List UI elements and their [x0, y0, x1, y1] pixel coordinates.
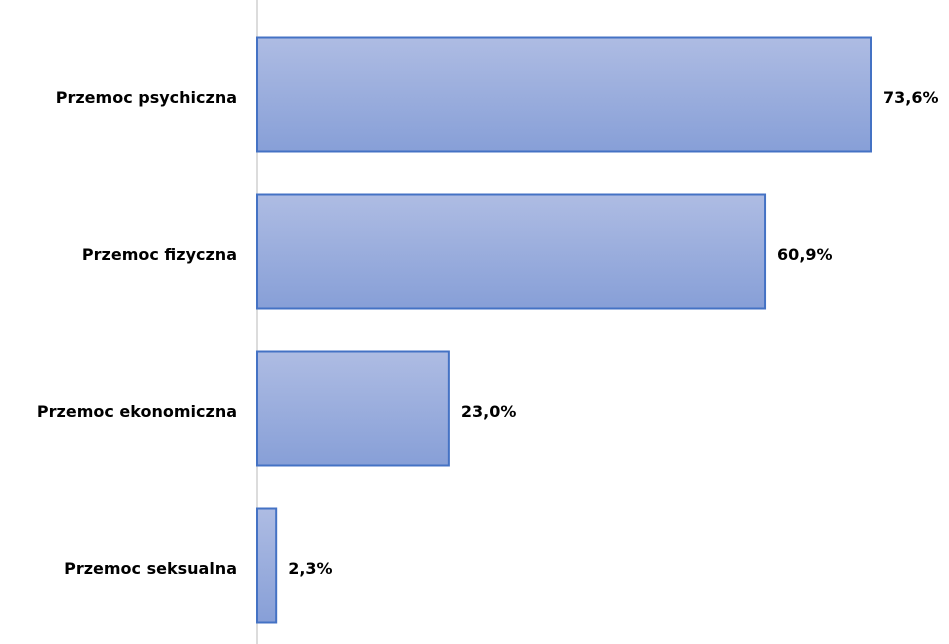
bar: [256, 507, 278, 624]
category-label: Przemoc fizyczna: [82, 245, 237, 264]
value-label: 23,0%: [461, 402, 517, 421]
category-label: Przemoc ekonomiczna: [37, 402, 237, 421]
bar: [256, 193, 767, 310]
category-label: Przemoc psychiczna: [56, 88, 237, 107]
value-label: 60,9%: [777, 245, 833, 264]
value-label: 2,3%: [288, 559, 332, 578]
bar: [256, 350, 450, 467]
bar: [256, 36, 872, 153]
value-label: 73,6%: [883, 88, 939, 107]
category-label: Przemoc seksualna: [64, 559, 237, 578]
